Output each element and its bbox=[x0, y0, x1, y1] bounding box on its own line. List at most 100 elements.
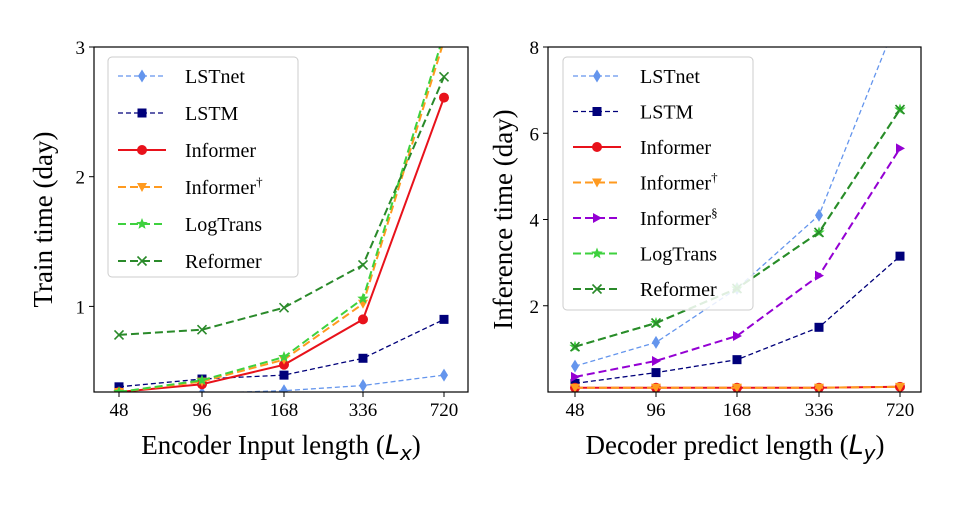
legend-label: LogTrans bbox=[640, 244, 717, 266]
legend-marker bbox=[137, 145, 147, 155]
y-tick-label: 1 bbox=[76, 297, 86, 318]
legend-marker bbox=[137, 183, 147, 192]
legend-marker bbox=[591, 283, 603, 295]
x-tick-label: 96 bbox=[647, 400, 666, 421]
y-tick-label: 2 bbox=[76, 168, 86, 189]
point-logtrans-168 bbox=[278, 350, 290, 362]
legend-label: Informer§ bbox=[640, 205, 718, 230]
point-lstm-720 bbox=[895, 251, 905, 261]
legend-marker bbox=[593, 69, 601, 83]
legend-entry-reformer: Reformer bbox=[573, 279, 717, 301]
point-informer-dagger-336 bbox=[814, 383, 824, 392]
legend-label: LSTnet bbox=[185, 66, 245, 88]
point-reformer-720 bbox=[438, 71, 450, 82]
legend-entry-logtrans: LogTrans bbox=[573, 244, 717, 266]
point-informer-336 bbox=[358, 314, 368, 325]
point-lstnet-96 bbox=[652, 335, 660, 349]
point-informer-dagger-168 bbox=[279, 355, 289, 365]
legend-label: Reformer bbox=[640, 279, 717, 301]
legend-entry-informer: Informer bbox=[118, 140, 256, 162]
legend-marker bbox=[137, 108, 147, 118]
y-tick-label: 3 bbox=[76, 38, 86, 59]
point-lstnet-720 bbox=[440, 368, 448, 382]
legend-marker bbox=[136, 255, 148, 267]
x-tick-label: 168 bbox=[270, 400, 299, 421]
point-reformer-48 bbox=[113, 329, 125, 340]
legend-label: Informer bbox=[185, 140, 256, 162]
point-lstm-96 bbox=[651, 368, 661, 378]
legend-entry-informer: Informer bbox=[573, 137, 711, 159]
point-informer-168 bbox=[279, 359, 289, 370]
x-tick-label: 48 bbox=[566, 400, 585, 421]
point-reformer-96 bbox=[650, 317, 662, 329]
series-line-informer-section bbox=[574, 147, 901, 378]
x-tick-label: 168 bbox=[723, 400, 752, 421]
series-lstm bbox=[114, 314, 449, 392]
x-tick-label: 336 bbox=[349, 400, 378, 421]
point-logtrans-720 bbox=[438, 28, 449, 39]
point-logtrans-48 bbox=[113, 386, 125, 392]
point-logtrans-336 bbox=[357, 292, 369, 304]
point-informer-section-720 bbox=[896, 143, 905, 154]
legend-box bbox=[107, 56, 299, 278]
point-reformer-336 bbox=[357, 259, 369, 270]
legend-marker bbox=[136, 218, 148, 229]
point-informer-720 bbox=[439, 92, 449, 103]
point-lstm-720 bbox=[439, 314, 449, 324]
legend-marker bbox=[592, 142, 602, 152]
point-lstnet-168 bbox=[280, 384, 288, 392]
inference-time-chart: 48 96 168 336 720 2 4 6 8 Inference time (day) Dec… bbox=[488, 6, 922, 465]
legend-entry-lstm: LSTM bbox=[573, 102, 694, 124]
series-logtrans bbox=[113, 28, 449, 392]
x-axis-label: Encoder Input length (Lx) bbox=[141, 430, 421, 465]
point-lstnet-720 bbox=[896, 6, 904, 19]
legend-entry-informer-dagger: Informer† bbox=[573, 170, 718, 195]
legend-label: Informer† bbox=[185, 174, 263, 199]
point-reformer-96 bbox=[196, 324, 208, 335]
x-tick-label: 720 bbox=[886, 400, 915, 421]
point-informer-dagger-720 bbox=[895, 382, 905, 392]
legend-entry-lstm: LSTM bbox=[118, 103, 239, 125]
point-informer-dagger-48 bbox=[570, 383, 580, 392]
point-informer-section-48 bbox=[571, 371, 580, 382]
point-lstm-168 bbox=[279, 370, 289, 380]
legend-label: LSTM bbox=[640, 102, 694, 124]
point-lstm-336 bbox=[358, 353, 368, 363]
point-informer-section-168 bbox=[733, 330, 742, 341]
legend-box bbox=[562, 56, 754, 311]
point-lstnet-336 bbox=[359, 379, 367, 392]
series-line-lstnet bbox=[574, 47, 887, 367]
x-axis-label: Decoder predict length (Ly) bbox=[585, 430, 884, 465]
legend-label: LSTM bbox=[185, 103, 239, 125]
point-lstnet-96 bbox=[198, 386, 206, 392]
series-lstnet bbox=[115, 368, 448, 392]
legend-label: LogTrans bbox=[185, 214, 262, 236]
legend-entry-lstnet: LSTnet bbox=[573, 66, 700, 88]
legend-marker bbox=[592, 178, 602, 188]
point-informer-dagger-96 bbox=[651, 383, 661, 392]
point-informer-section-336 bbox=[815, 270, 824, 281]
point-informer-dagger-168 bbox=[732, 383, 742, 392]
legend-entry-logtrans: LogTrans bbox=[118, 214, 262, 236]
legend-label: LSTnet bbox=[640, 66, 700, 88]
point-reformer-336 bbox=[813, 227, 825, 238]
legend-marker bbox=[138, 69, 146, 83]
series-reformer bbox=[113, 71, 450, 340]
point-lstnet-336 bbox=[815, 208, 823, 222]
y-tick-label: 6 bbox=[530, 124, 540, 145]
legend-entry-informer-dagger: Informer† bbox=[118, 174, 263, 199]
legend-marker bbox=[591, 247, 603, 259]
legend-label: Reformer bbox=[185, 251, 262, 273]
series-line-lstm bbox=[118, 318, 445, 388]
x-tick-label: 96 bbox=[193, 400, 212, 421]
x-tick-label: 720 bbox=[430, 400, 459, 421]
y-tick-label: 4 bbox=[530, 211, 540, 232]
legend-marker bbox=[592, 107, 602, 116]
legend: LSTnet LSTM Informer Informer† LogTrans Refor… bbox=[107, 56, 299, 278]
train-time-chart: 48 96 168 336 720 1 2 3 Train time (day) Encoder … bbox=[28, 28, 469, 465]
point-reformer-720 bbox=[894, 104, 906, 115]
legend-label: Informer† bbox=[640, 170, 718, 195]
legend-entry-reformer: Reformer bbox=[118, 251, 262, 273]
plot-area bbox=[113, 28, 450, 392]
